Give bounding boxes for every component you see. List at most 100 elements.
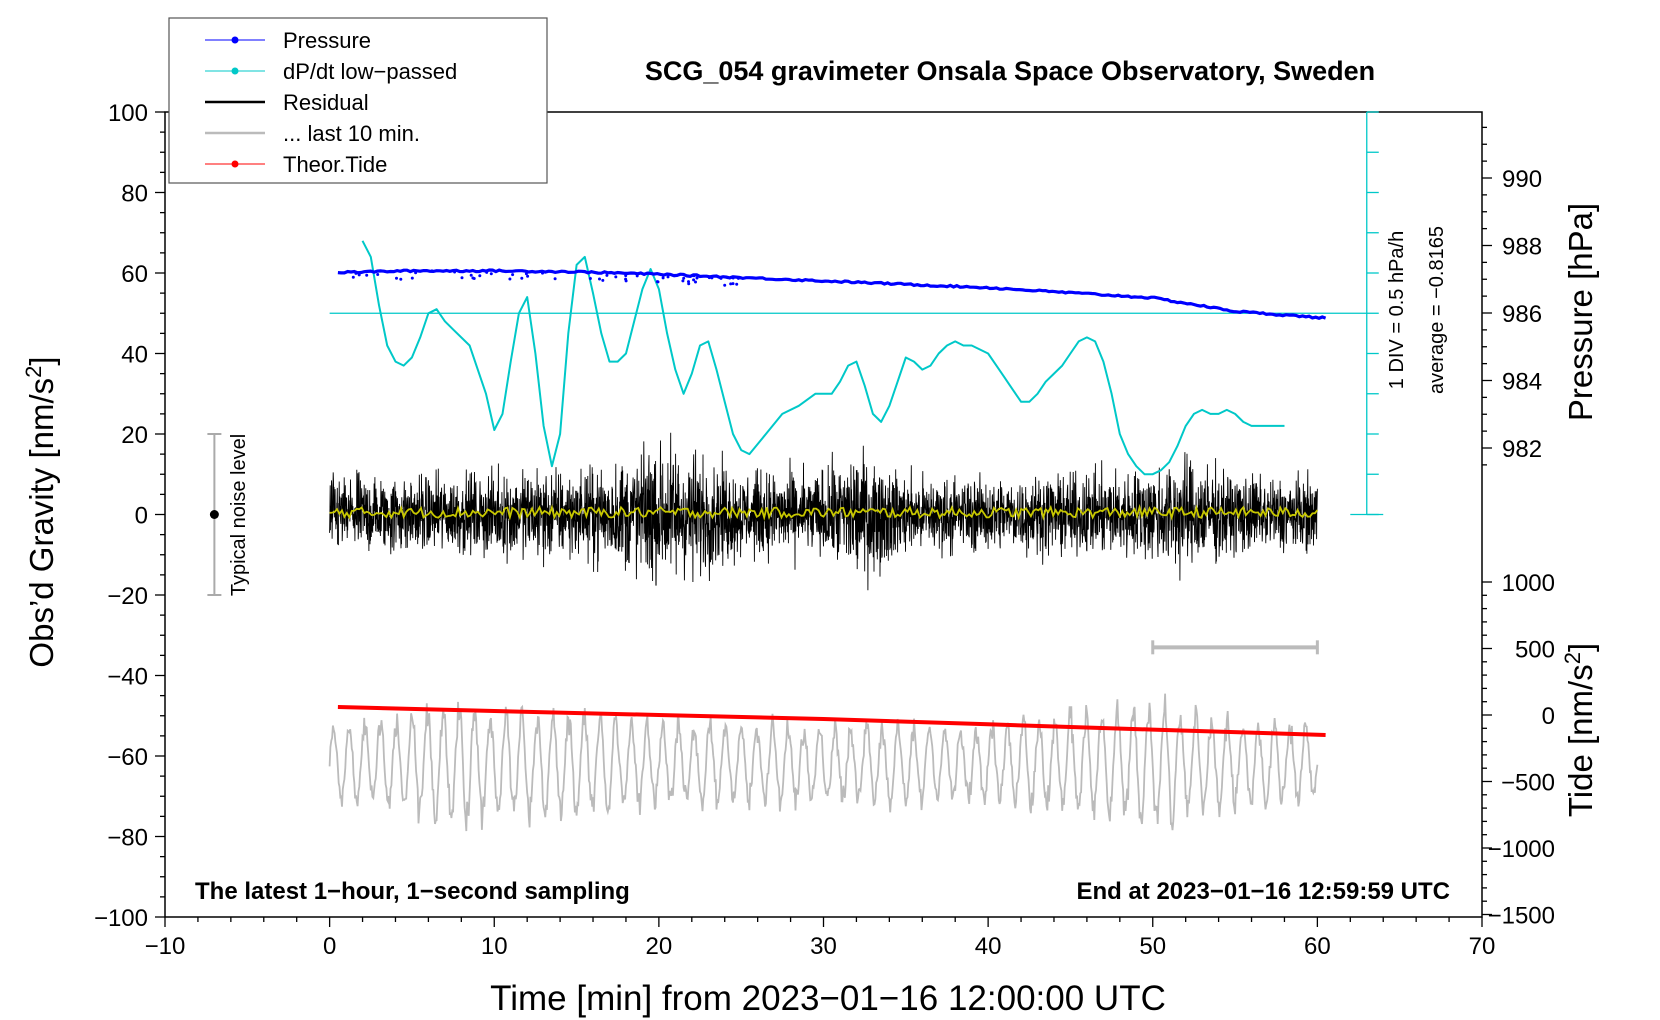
series-last10-line [328,693,1319,832]
dpdt-scale-label: 1 DIV = 0.5 hPa/h [1386,231,1408,389]
pressure-point [614,275,618,279]
legend-item-dpdt: dP/dt low−passed [205,59,457,84]
pressure-point [395,276,398,280]
pressure-point [414,271,418,275]
pressure-point [666,275,670,279]
tide-tick-label: −500 [1501,770,1555,797]
pressure-tick-label: 988 [1502,234,1542,261]
legend-item-pressure: Pressure [205,28,371,53]
y-tick-label: 20 [121,422,148,449]
legend-box [168,17,548,184]
pressure-point [731,276,735,280]
pressure-point [681,279,685,283]
series-dpdt-line [361,240,1285,476]
legend: Pressure dP/dt low−passed Residual ... l… [168,17,548,184]
y-tick-label: −40 [107,664,148,691]
pressure-tick-label: 982 [1502,436,1542,463]
noise-level-label: Typical noise level [228,434,250,596]
pressure-point [520,276,524,280]
pressure-point [655,280,659,284]
legend-label-tide: Theor.Tide [283,152,387,177]
y-axis-label-tide: Tide [nm/s2] [1560,643,1599,817]
pressure-tick-label: 986 [1502,301,1542,328]
x-tick-label: 20 [646,933,673,960]
legend-marker-pressure [231,36,239,44]
pressure-point [673,274,677,278]
pressure-point [357,273,361,277]
y-tick-label: −80 [107,825,148,852]
pressure-point [661,276,665,280]
pressure-point [351,275,355,279]
x-tick-label: 60 [1304,933,1331,960]
chart-title: SCG_054 gravimeter Onsala Space Observat… [645,56,1375,86]
pressure-point [719,276,723,280]
legend-marker-dpdt [231,67,239,75]
y-axis-label-left: Obs’d Gravity [nm/s2] [21,356,60,667]
pressure-point [687,282,691,286]
noise-bar-center [209,510,219,519]
pressure-point [695,276,699,280]
pressure-point [707,276,711,280]
pressure-point [601,278,605,282]
pressure-point [525,270,529,274]
axes-layer: −10 0 10 20 30 40 50 60 70100806040200−20−40−60−… [94,100,1555,960]
dpdt-average-label: average = −0.8165 [1426,226,1448,394]
y-tick-label: 40 [121,342,148,369]
y-tick-label: 100 [108,100,148,127]
legend-item-residual: Residual [205,90,369,115]
legend-label-dpdt: dP/dt low−passed [283,59,457,84]
pressure-point [485,270,489,274]
x-tick-label: 70 [1469,933,1496,960]
pressure-tick-label: 984 [1502,369,1542,396]
pressure-point [682,276,686,280]
pressure-point [624,274,628,278]
pressure-point [365,273,369,277]
series-layer [207,111,1384,832]
y-tick-label: 80 [121,181,148,208]
legend-label-residual: Residual [283,90,369,115]
pressure-point [598,277,601,281]
y-tick-label: 0 [135,503,148,530]
pressure-point [399,277,403,281]
legend-marker-tide [231,160,239,168]
pressure-point [526,274,530,278]
pressure-point [736,276,740,280]
series-pressure-line [337,268,1327,321]
pressure-point [430,269,434,273]
pressure-point [354,271,358,275]
pressure-tick-label: 990 [1502,166,1542,193]
legend-label-last10: ... last 10 min. [283,121,420,146]
series-tide-line [337,705,1326,737]
pressure-point [692,278,696,282]
tide-tick-label: 1000 [1502,570,1555,597]
x-tick-label: 0 [323,933,336,960]
pressure-point [731,282,735,286]
y-axis-label-pressure: Pressure [hPa] [1562,203,1599,421]
pressure-point [588,277,592,280]
x-tick-label: 40 [975,933,1002,960]
sampling-note: The latest 1−hour, 1−second sampling [195,878,630,905]
series-residual-smoothed-line [329,503,1319,521]
pressure-point [710,276,714,280]
end-time-note: End at 2023−01−16 12:59:59 UTC [1076,878,1450,905]
series-residual-line [329,432,1318,591]
pressure-point [605,273,609,277]
pressure-point [692,274,696,278]
pressure-point [735,282,739,286]
pressure-point [410,276,414,280]
x-axis-label: Time [min] from 2023−01−16 12:00:00 UTC [490,979,1166,1018]
pressure-point [460,276,464,280]
legend-item-tide: Theor.Tide [205,152,387,177]
legend-label-pressure: Pressure [283,28,371,53]
tide-tick-label: 500 [1515,637,1555,664]
pressure-point [472,277,476,280]
tide-tick-label: 0 [1542,703,1555,730]
tide-tick-label: −1000 [1488,836,1555,863]
x-tick-label: −10 [145,933,186,960]
pressure-point [739,276,743,280]
pressure-point [469,273,473,277]
x-tick-label: 10 [481,933,508,960]
pressure-point [453,270,457,274]
pressure-point [694,280,697,284]
